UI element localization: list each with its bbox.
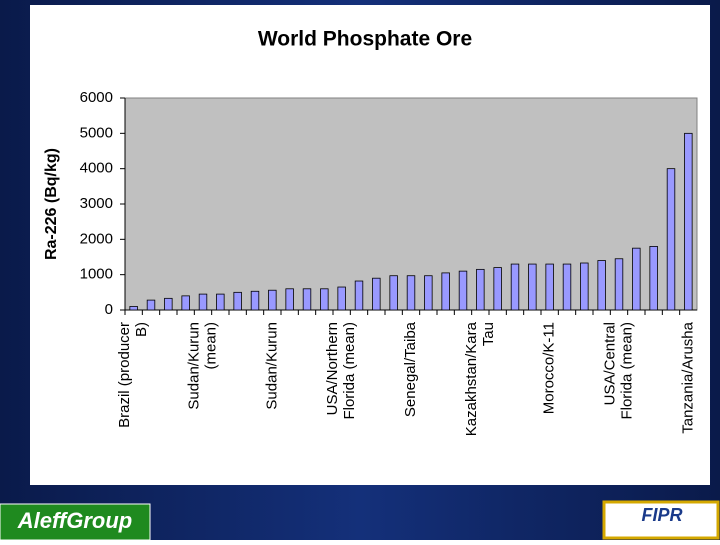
bar bbox=[649, 245, 658, 311]
x-tick-label: Sudan/Kurun(mean) bbox=[185, 322, 219, 410]
bar bbox=[545, 263, 554, 311]
bar bbox=[250, 290, 260, 311]
bar bbox=[164, 297, 173, 311]
y-tick-label: 0 bbox=[105, 301, 113, 318]
y-tick-label: 6000 bbox=[80, 89, 113, 106]
bar bbox=[441, 272, 450, 311]
bar bbox=[181, 295, 190, 311]
bar bbox=[285, 288, 294, 311]
bar bbox=[129, 306, 138, 311]
logo-right-text: FIPR bbox=[641, 505, 682, 525]
bar bbox=[476, 268, 485, 311]
x-tick-label: USA/NorthernFlorida (mean) bbox=[324, 322, 358, 420]
bar bbox=[580, 262, 589, 311]
bar bbox=[198, 293, 208, 311]
bar bbox=[493, 267, 502, 311]
bar bbox=[216, 293, 225, 311]
bar bbox=[268, 289, 277, 311]
logo-right bbox=[602, 500, 720, 540]
bar bbox=[372, 277, 381, 311]
x-tick-label: Morocco/K-11 bbox=[541, 322, 558, 414]
y-axis-label: Ra-226 (Bq/kg) bbox=[43, 148, 60, 260]
x-tick-label: Sudan/Kurun bbox=[263, 322, 280, 410]
bar bbox=[510, 263, 520, 311]
bar bbox=[389, 275, 398, 311]
x-tick-label: Senegal/Taiba bbox=[402, 321, 419, 417]
bar bbox=[354, 280, 364, 311]
bar bbox=[597, 260, 606, 311]
bar bbox=[146, 299, 156, 311]
bar bbox=[458, 270, 468, 311]
bar bbox=[337, 286, 346, 311]
y-tick-label: 5000 bbox=[80, 124, 113, 141]
chart-title: World Phosphate Ore bbox=[258, 28, 472, 51]
bar bbox=[528, 263, 537, 311]
x-tick-label: USA/CentralFlorida (mean) bbox=[601, 322, 635, 420]
bar bbox=[562, 263, 572, 311]
y-tick-label: 4000 bbox=[80, 160, 113, 177]
logo-left-text: AleffGroup bbox=[17, 508, 132, 533]
y-tick-label: 1000 bbox=[80, 266, 113, 283]
bar bbox=[233, 291, 242, 311]
y-tick-label: 3000 bbox=[80, 195, 113, 212]
x-tick-label: Kazakhstan/KaraTau bbox=[463, 321, 497, 436]
bar bbox=[614, 258, 624, 311]
x-tick-label: Brazil (producerB) bbox=[116, 322, 150, 428]
bar bbox=[302, 288, 312, 311]
bar bbox=[406, 275, 416, 311]
y-tick-label: 2000 bbox=[80, 230, 113, 247]
bar bbox=[666, 168, 676, 311]
bar bbox=[684, 132, 693, 311]
x-tick-label: Tanzania/Arusha bbox=[679, 321, 696, 433]
bar bbox=[320, 288, 329, 311]
bar bbox=[424, 275, 433, 311]
bar bbox=[632, 247, 641, 311]
logo-left bbox=[0, 503, 151, 541]
